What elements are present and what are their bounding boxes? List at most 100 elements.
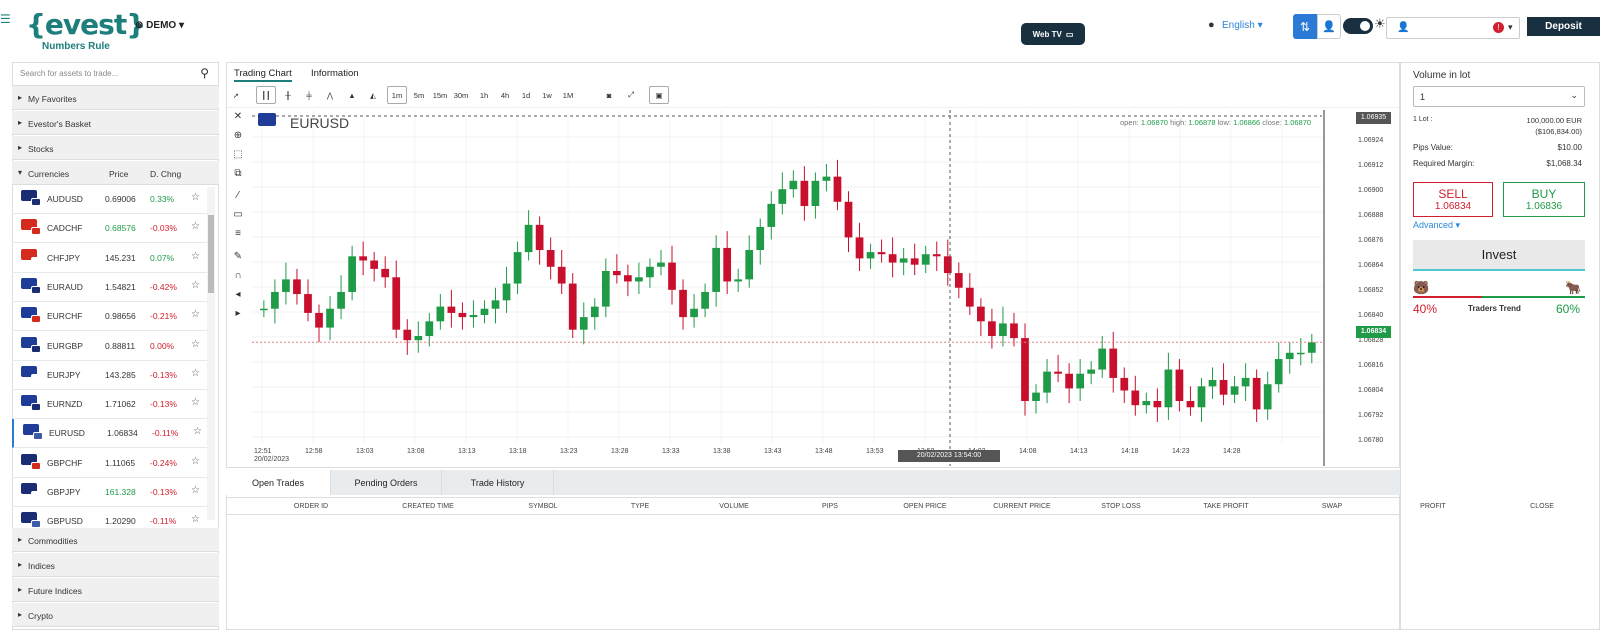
tab-open-trades[interactable]: Open Trades: [226, 470, 331, 495]
asset-search[interactable]: Search for assets to trade... ⚲: [12, 62, 219, 86]
candle: [822, 176, 831, 181]
star-icon[interactable]: ☆: [191, 514, 200, 526]
section-indices[interactable]: Indices: [12, 553, 219, 577]
invest-button[interactable]: Invest: [1413, 240, 1585, 271]
section-future-indices[interactable]: Future Indices: [12, 578, 219, 602]
cursor-icon[interactable]: ➚: [232, 90, 240, 100]
asset-row-eurgbp[interactable]: EURGBP 0.88811 0.00% ☆: [12, 332, 207, 361]
web-tv-button[interactable]: Web TV ▭: [1021, 23, 1085, 45]
search-input[interactable]: Search for assets to trade...: [20, 69, 119, 78]
asset-row-cadchf[interactable]: CADCHF 0.68576 -0.03% ☆: [12, 214, 207, 244]
asset-row-eurjpy[interactable]: EURJPY 143.285 -0.13% ☆: [12, 361, 207, 390]
advanced-toggle[interactable]: Advanced ▾: [1413, 220, 1461, 230]
calendar-icon[interactable]: ▣: [649, 86, 669, 104]
asset-row-eurnzd[interactable]: EURNZD 1.71062 -0.13% ☆: [12, 390, 207, 420]
close-icon[interactable]: ✕: [233, 111, 243, 122]
asset-row-gbpjpy[interactable]: GBPJPY 161.328 -0.13% ☆: [12, 478, 207, 507]
candle: [921, 254, 930, 265]
arrow-left-icon[interactable]: ◂: [235, 289, 241, 300]
magnet-icon[interactable]: ∩: [234, 270, 242, 281]
fib-icon[interactable]: ≡: [235, 228, 241, 239]
candle: [712, 247, 720, 292]
timeframe-4h[interactable]: 4h: [500, 90, 510, 100]
baseline-type-icon[interactable]: ◭: [370, 90, 376, 100]
section-commodities[interactable]: Commodities: [12, 528, 219, 552]
star-icon[interactable]: ☆: [191, 397, 200, 409]
star-icon[interactable]: ☆: [191, 485, 200, 496]
timeframe-1w[interactable]: 1w: [542, 90, 552, 100]
timeframe-15m[interactable]: 15m: [432, 90, 448, 100]
star-icon[interactable]: ☆: [191, 367, 200, 379]
tab-spacer: [554, 470, 1400, 495]
copy-icon[interactable]: ⧉: [234, 168, 242, 179]
star-icon[interactable]: ☆: [193, 426, 202, 438]
asset-row-eurchf[interactable]: EURCHF 0.98656 -0.21% ☆: [12, 302, 207, 332]
star-icon[interactable]: ☆: [191, 279, 200, 291]
zoom-icon[interactable]: ⊕: [233, 130, 243, 141]
list-scrollbar[interactable]: [207, 187, 215, 520]
asset-row-eurusd[interactable]: EURUSD 1.06834 -0.11% ☆: [12, 419, 207, 449]
sell-button[interactable]: SELL 1.06834: [1413, 182, 1493, 217]
asset-row-gbpchf[interactable]: GBPCHF 1.11065 -0.24% ☆: [12, 449, 207, 478]
section-crypto[interactable]: Crypto: [12, 603, 219, 627]
section-currencies[interactable]: Currencies Price D. Chng: [12, 161, 219, 185]
section-stocks[interactable]: Stocks: [12, 136, 219, 160]
column-header-take-profit: TAKE PROFIT: [1203, 503, 1249, 510]
flag-icon: [21, 483, 37, 494]
asset-row-audusd[interactable]: AUDUSD 0.69006 0.33% ☆: [12, 185, 207, 214]
area-type-icon[interactable]: ▲: [348, 90, 356, 100]
tab-information[interactable]: Information: [311, 68, 359, 79]
social-mode-toggle[interactable]: 👤: [1317, 14, 1341, 39]
buy-button[interactable]: BUY 1.06836: [1503, 182, 1585, 217]
asset-row-euraud[interactable]: EURAUD 1.54821 -0.42% ☆: [12, 273, 207, 302]
timeframe-1d[interactable]: 1d: [521, 90, 531, 100]
search-icon[interactable]: ⚲: [200, 66, 209, 80]
brush-icon[interactable]: ✎: [233, 251, 243, 262]
candle: [745, 250, 754, 280]
star-icon[interactable]: ☆: [191, 338, 200, 350]
star-icon[interactable]: ☆: [191, 309, 200, 321]
fullscreen-icon[interactable]: ⤢: [628, 90, 634, 99]
candle: [888, 254, 897, 263]
buy-price: 1.06836: [1525, 201, 1563, 212]
star-icon[interactable]: ☆: [191, 250, 200, 262]
star-icon[interactable]: ☆: [191, 455, 200, 467]
candle-type-icon[interactable]: ┃┃: [256, 86, 276, 104]
candle: [988, 321, 996, 336]
demo-selector[interactable]: ⊚ DEMO ▾: [135, 20, 184, 31]
theme-toggle[interactable]: [1343, 18, 1373, 34]
tab-pending-orders[interactable]: Pending Orders: [331, 470, 442, 495]
star-icon[interactable]: ☆: [191, 192, 200, 203]
deposit-button[interactable]: Deposit: [1527, 17, 1600, 36]
candlestick-chart[interactable]: [252, 110, 1357, 466]
timeframe-1m[interactable]: 1m: [387, 86, 407, 104]
asset-row-chfjpy[interactable]: CHFJPY 145.231 0.07% ☆: [12, 244, 207, 273]
asset-price: 0.98656: [105, 311, 136, 322]
price-tick: 1.06912: [1358, 162, 1384, 169]
line-type-icon[interactable]: ⋀: [326, 90, 334, 100]
camera-icon[interactable]: ◙: [606, 90, 612, 100]
trendline-icon[interactable]: ⁄: [237, 190, 239, 201]
flag-icon: [31, 461, 41, 470]
timeframe-30m[interactable]: 30m: [453, 90, 469, 100]
language-selector[interactable]: English ▾: [1222, 20, 1263, 31]
account-dropdown[interactable]: 👤 ! ▾: [1386, 17, 1520, 39]
column-header-pips: PIPS: [822, 503, 838, 510]
tab-trading-chart[interactable]: Trading Chart: [234, 68, 292, 82]
timeframe-5m[interactable]: 5m: [413, 90, 425, 100]
select-icon[interactable]: ⬚: [233, 149, 243, 160]
arrow-right-icon[interactable]: ▸: [235, 308, 241, 319]
tab-trade-history[interactable]: Trade History: [442, 470, 554, 495]
menu-icon[interactable]: ☰: [0, 12, 11, 26]
star-icon[interactable]: ☆: [191, 221, 200, 233]
lot-select[interactable]: 1 ⌄: [1413, 86, 1585, 107]
monitor-icon: ▭: [1065, 29, 1074, 39]
section-basket[interactable]: Evestor's Basket: [12, 111, 219, 135]
timeframe-1h[interactable]: 1h: [479, 90, 489, 100]
trade-mode-toggle[interactable]: ⇅: [1293, 14, 1317, 39]
section-favorites[interactable]: My Favorites: [12, 86, 219, 110]
timeframe-1M[interactable]: 1M: [562, 90, 574, 100]
bars-type-icon[interactable]: ╫: [285, 90, 291, 100]
hollow-candle-icon[interactable]: ╪: [306, 90, 312, 100]
rectangle-icon[interactable]: ▭: [233, 209, 243, 220]
